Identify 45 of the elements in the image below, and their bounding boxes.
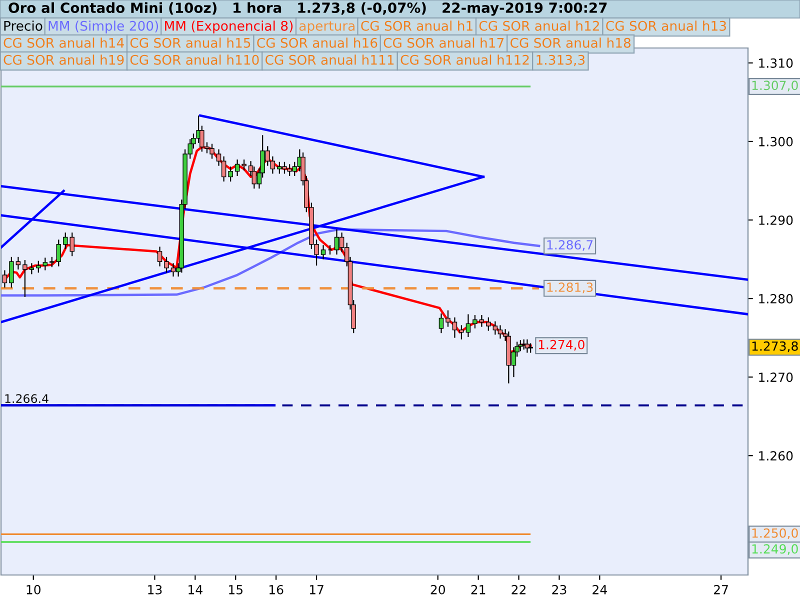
text: CG SOR anual h15 xyxy=(130,38,250,48)
text: CG SOR anual h14 xyxy=(4,38,124,48)
y-tick-label: 1.290 xyxy=(759,215,793,225)
x-tick-label: 16 xyxy=(269,584,284,594)
annotation: CG SOR anual h111 xyxy=(265,54,394,65)
annotation: 1.313,3 xyxy=(536,54,585,66)
x-tick-label: 27 xyxy=(714,584,728,594)
y-tick-label: 1.270 xyxy=(759,372,793,382)
x-tick-label: 23 xyxy=(552,584,566,594)
ref-line-label: 1.249,0 xyxy=(752,544,798,555)
text: MM (Simple 200) xyxy=(48,20,158,34)
text: Precio xyxy=(4,20,42,31)
x-tick-label: 14 xyxy=(188,585,202,594)
text: apertura xyxy=(299,21,354,34)
text: CG SOR anual h17 xyxy=(384,38,504,48)
text: CG SOR anual h12 xyxy=(479,20,599,31)
text: CG SOR anual h16 xyxy=(257,38,378,48)
text: 1.273,8 xyxy=(752,341,798,352)
text: MM (Exponencial 8) xyxy=(165,20,293,34)
y-tick-label: 1.300 xyxy=(759,136,793,146)
x-tick-label: 13 xyxy=(148,584,162,594)
x-tick-label: 10 xyxy=(26,584,40,594)
x-tick-label: 17 xyxy=(310,585,324,594)
x-tick-label: 22 xyxy=(512,584,526,594)
annotation: CG SOR anual h112 xyxy=(400,54,529,65)
ref-line-label: 1.250,0 xyxy=(752,528,798,540)
data-label: 1.286,7 xyxy=(547,240,593,251)
y-tick-label: 1.280 xyxy=(759,294,793,304)
ref-line-label: 1.307,0 xyxy=(752,80,798,92)
text: CG SOR anual h13 xyxy=(606,20,726,31)
data-label: 1.274,0 xyxy=(538,340,584,351)
annotation: CG SOR anual h110 xyxy=(130,54,259,65)
y-tick-label: 1.310 xyxy=(759,58,793,68)
x-tick-label: 24 xyxy=(592,584,607,594)
y-tick-label: 1.260 xyxy=(759,451,793,461)
text: CG SOR anual h1 xyxy=(361,20,472,31)
ref-line-label: 1.266.4 xyxy=(5,394,48,404)
text: CG SOR anual h18 xyxy=(510,38,631,48)
chart-subtitle: 1 hora 1.273,8 (-0,07%) 22-may-2019 7:00:27 xyxy=(234,2,607,16)
chart-title: Oro al Contado Mini (10oz) xyxy=(8,2,216,15)
x-tick-label: 15 xyxy=(229,585,242,594)
x-tick-label: 20 xyxy=(430,584,445,594)
annotation: CG SOR anual h19 xyxy=(4,54,124,65)
data-label: 1.281,3 xyxy=(547,282,593,294)
x-tick-label: 21 xyxy=(471,584,486,594)
